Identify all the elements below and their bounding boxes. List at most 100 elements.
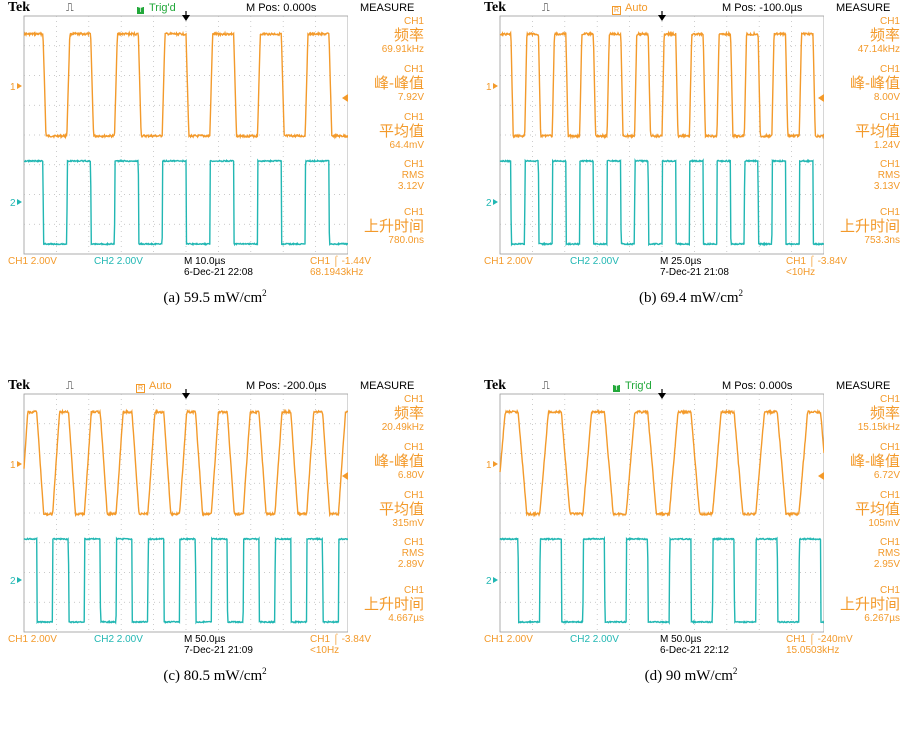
measure-channel: CH1 [403,585,424,597]
ch2-waveform [23,536,348,625]
datetime: 7-Dec-21 21:09 [184,645,253,656]
caption-superscript: 2 [738,288,744,298]
measure-name: RMS [877,548,900,560]
measure-value: 1.24V [873,139,900,151]
horizontal-position: M Pos: -100.0µs [722,2,803,14]
trigger-status: R Auto [612,0,648,16]
measure-name: 平均值 [378,500,424,518]
measure-channel: CH1 [879,111,900,123]
measure-name: 频率 [869,27,900,44]
measure-value: 15.15kHz [857,422,900,433]
trigger-status-label: Trig'd [149,2,176,14]
ch2-ground-marker: 2 [486,576,492,587]
trigger-position-icon [182,15,190,21]
measure-value: 105mV [868,517,900,529]
ch2-marker-arrow [493,577,498,583]
brand-logo: Tek [8,0,31,15]
trigger-status-label: Auto [625,2,648,14]
measure-name: 峰-峰值 [374,452,424,470]
trigger-frequency: 68.1943kHz [310,267,364,278]
measure-value: 6.72V [873,469,900,481]
ch1-ground-marker: 1 [10,460,16,471]
measure-value: 4.667µs [388,613,424,625]
figure-caption: (b) 69.4 mW/cm2 [482,288,900,307]
measure-name: RMS [401,548,424,560]
caption-text: (b) 69.4 mW/cm [638,290,739,306]
measure-channel: CH1 [879,585,900,597]
measure-channel: CH1 [403,537,424,549]
measure-channel: CH1 [403,16,424,27]
measure-value: 7.92V [397,91,424,103]
measure-channel: CH1 [403,63,424,75]
ch1-waveform [23,408,348,518]
ch1-scale: CH1 2.00V [8,256,57,267]
measure-item: CH1 频率 15.15kHz [824,394,900,433]
measure-name: 平均值 [378,122,424,140]
measure-item: CH1 RMS 3.13V [824,159,900,192]
timebase: M 50.0µs [184,634,226,645]
trigger-frequency: <10Hz [310,645,340,656]
measure-title: MEASURE [836,2,891,14]
status-icon: R [612,6,621,15]
brand-logo: Tek [484,378,507,393]
figure-caption: (c) 80.5 mW/cm2 [6,666,424,685]
ch1-waveform [23,30,348,140]
horizontal-position: M Pos: 0.000s [246,2,317,14]
ch2-ground-marker: 2 [10,198,16,209]
measure-value: 6.267µs [864,613,900,625]
measure-panel: CH1 频率 15.15kHz CH1 峰-峰值 6.72V CH1 平均值 105mV CH1 R… [824,394,900,633]
measure-value: 64.4mV [389,139,424,151]
measure-item: CH1 峰-峰值 6.72V [824,442,900,481]
measure-item: CH1 峰-峰值 7.92V [348,64,424,103]
brand-logo: Tek [8,378,31,393]
measure-name: 频率 [393,27,424,44]
measure-item: CH1 频率 69.91kHz [348,16,424,55]
trigger-position-icon [182,393,190,399]
measure-title: MEASURE [360,380,415,392]
ch2-ground-marker: 2 [486,198,492,209]
ch2-scale: CH2 2.00V [570,256,619,267]
ch2-scale: CH2 2.00V [94,634,143,645]
ch2-ground-marker: 2 [10,576,16,587]
trigger-position-icon [658,15,666,21]
measure-item: CH1 上升时间 780.0ns [348,207,424,246]
measure-value: 20.49kHz [381,422,424,433]
ch1-scale: CH1 2.00V [484,634,533,645]
ch2-marker-arrow [17,199,22,205]
waveform-display: 12 [10,11,348,255]
trigger-status-label: Auto [149,380,172,392]
measure-item: CH1 上升时间 753.3ns [824,207,900,246]
ch1-marker-arrow [493,83,498,89]
caption-superscript: 2 [262,288,267,298]
trigger-level-icon [818,94,824,102]
measure-item: CH1 峰-峰值 8.00V [824,64,900,103]
measure-channel: CH1 [879,159,900,171]
trigger-type-icon: ⎍ [542,2,550,14]
measure-item: CH1 RMS 3.12V [348,159,424,192]
measure-value: 780.0ns [388,235,424,247]
measure-item: CH1 上升时间 6.267µs [824,585,900,624]
measure-value: 315mV [392,517,424,529]
measure-item: CH1 频率 47.14kHz [824,16,900,55]
measure-item: CH1 平均值 105mV [824,490,900,529]
measure-value: 3.13V [873,181,900,193]
measure-panel: CH1 频率 20.49kHz CH1 峰-峰值 6.80V CH1 平均值 315mV CH1 R… [348,394,424,633]
ch1-waveform [499,408,824,518]
measure-value: 2.95V [873,559,900,571]
status-icon: T [612,384,621,393]
trigger-position-icon [658,393,666,399]
measure-value: 2.89V [397,559,424,571]
status-icon: T [136,6,145,15]
timebase: M 25.0µs [660,256,702,267]
brand-logo: Tek [484,0,507,15]
trigger-status: R Auto [136,378,172,394]
ch2-waveform [499,157,824,247]
measure-value: 753.3ns [864,235,900,247]
measure-name: RMS [401,170,424,182]
ch1-marker-arrow [493,461,498,467]
measure-item: CH1 上升时间 4.667µs [348,585,424,624]
